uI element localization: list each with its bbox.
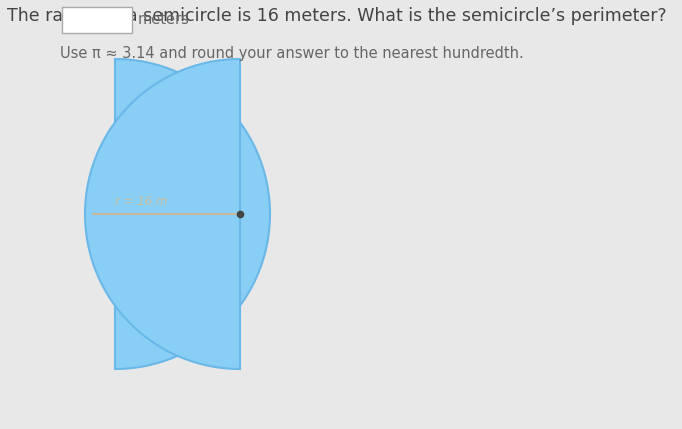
Bar xyxy=(62,7,132,33)
Text: r = 16 m: r = 16 m xyxy=(115,195,168,208)
Text: Use π ≈ 3.14 and round your answer to the nearest hundredth.: Use π ≈ 3.14 and round your answer to th… xyxy=(60,46,524,61)
Polygon shape xyxy=(85,59,240,369)
Text: meters: meters xyxy=(138,12,190,27)
Polygon shape xyxy=(115,59,270,369)
Text: The radius of a semicircle is 16 meters. What is the semicircle’s perimeter?: The radius of a semicircle is 16 meters.… xyxy=(7,7,666,25)
